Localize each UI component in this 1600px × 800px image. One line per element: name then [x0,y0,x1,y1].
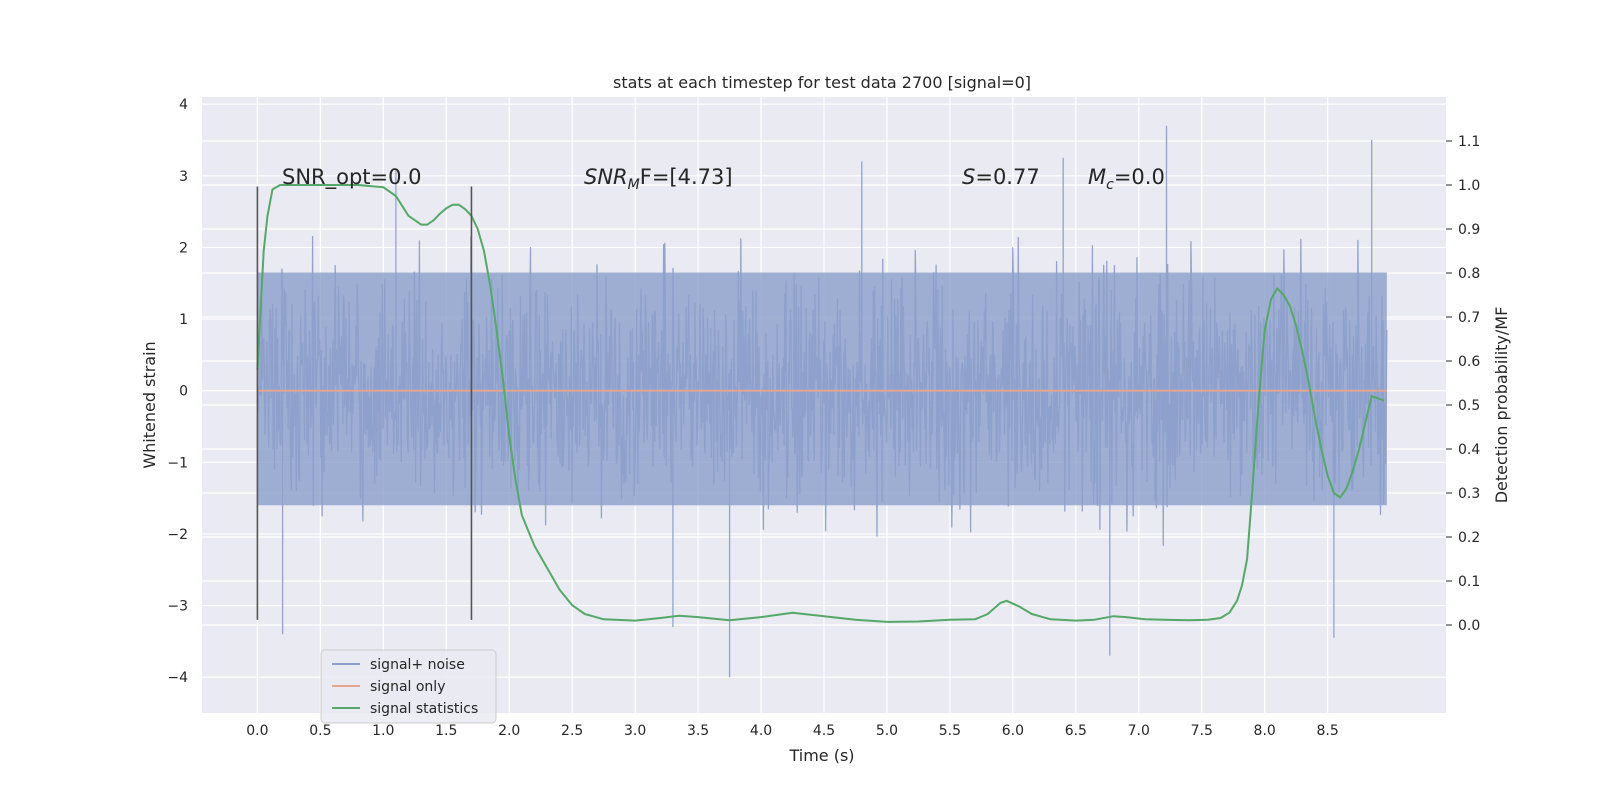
y-left-tick-label: 2 [179,240,188,256]
x-tick-label: 7.5 [1191,723,1213,739]
noise-series [256,125,1388,678]
y-axis-label-left: Whitened strain [140,341,159,468]
x-tick-label: 8.5 [1317,723,1339,739]
annotation-s: S=0.77 [962,165,1040,189]
legend-label-noise: signal+ noise [370,657,465,673]
x-tick-label: 1.0 [372,723,394,739]
x-tick-label: 4.0 [750,723,772,739]
legend: signal+ noise signal only signal statist… [320,649,497,724]
statistics-line [256,184,1385,623]
x-tick-label: 7.0 [1128,723,1150,739]
y-left-tick-label: 3 [179,169,188,185]
y-axis-label-right: Detection probability/MF [1492,307,1511,504]
x-tick-label: 0.0 [246,723,268,739]
y-right-tick-label: 0.4 [1458,442,1480,458]
chart-title: stats at each timestep for test data 270… [613,73,1031,92]
x-axis-label: Time (s) [788,746,854,765]
y-left-tick-label: −1 [167,455,188,471]
x-tick-label: 3.5 [687,723,709,739]
y-right-tick-label: 0.2 [1458,530,1480,546]
y-right-tick-label: 0.9 [1458,222,1480,238]
y-right-tick-label: 1.0 [1458,178,1480,194]
tick-labels: 0.0 0.5 1.0 1.5 2.0 2.5 3.0 3.5 4.0 4.5 5.0 5.5 6.0 6… [167,97,1480,739]
y-right-tick-label: 0.7 [1458,310,1480,326]
x-tick-label: 3.0 [624,723,646,739]
y-right-tick-label: 0.8 [1458,266,1480,282]
y-right-tick-label: 0.0 [1458,618,1480,634]
legend-label-statistics: signal statistics [370,701,478,717]
x-tick-label: 6.0 [1002,723,1024,739]
y-right-tick-label: 0.3 [1458,486,1480,502]
x-tick-label: 6.5 [1065,723,1087,739]
y-left-tick-label: 4 [179,97,188,113]
legend-label-signal: signal only [370,679,445,695]
y-left-tick-label: −2 [167,527,188,543]
y-left-tick-label: −3 [167,599,188,615]
x-tick-label: 4.5 [813,723,835,739]
x-tick-label: 2.5 [561,723,583,739]
x-tick-label: 2.0 [498,723,520,739]
legend-box [320,649,497,724]
x-tick-label: 5.0 [876,723,898,739]
y-left-tick-label: −4 [167,670,188,686]
annotation-mc: Mc=0.0 [1088,165,1165,193]
y-left-tick-label: 0 [179,384,188,400]
x-tick-label: 0.5 [309,723,331,739]
y-right-tick-label: 0.1 [1458,574,1480,590]
x-tick-label: 8.0 [1254,723,1276,739]
y-right-tick-label: 0.6 [1458,354,1480,370]
annotation-snr-mf: SNRMF=[4.73] [584,165,733,193]
annotation-snr-opt: SNR_opt=0.0 [282,165,422,190]
y-right-tick-label: 1.1 [1458,134,1480,150]
y-right-tick-label: 0.5 [1458,398,1480,414]
noise-band [257,272,1387,506]
noise-trace [256,125,1388,678]
statistics-series [256,184,1385,623]
y-left-tick-label: 1 [179,312,188,328]
x-tick-label: 1.5 [435,723,457,739]
x-tick-label: 5.5 [939,723,961,739]
vertical-markers [256,186,473,620]
